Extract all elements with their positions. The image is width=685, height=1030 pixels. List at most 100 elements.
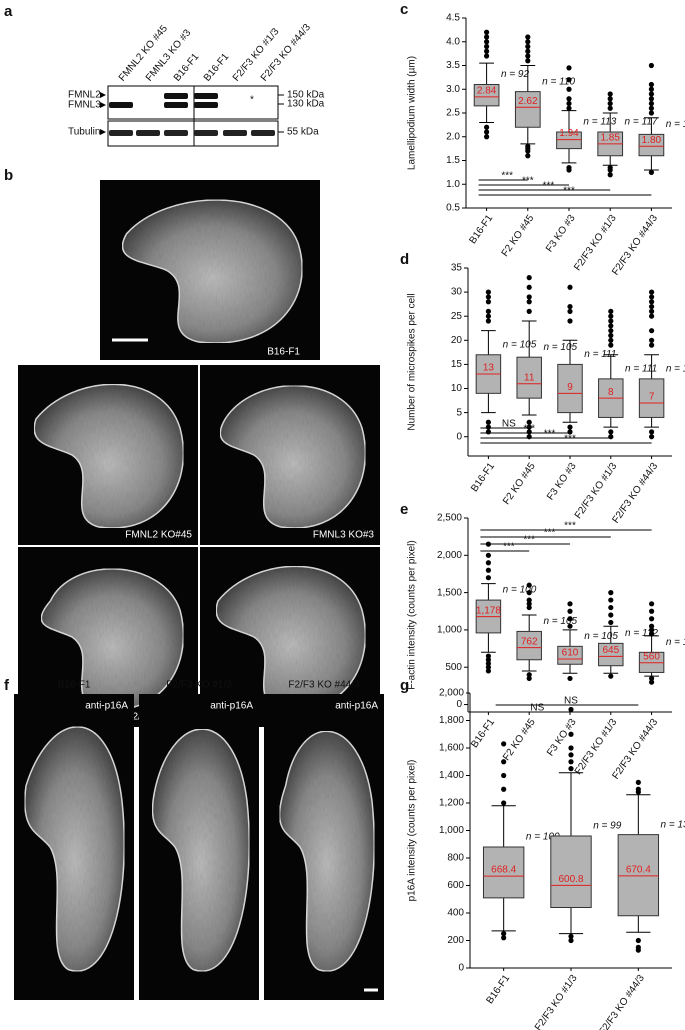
whisker-high [603,354,619,379]
outlier [635,937,641,944]
outlier [568,706,574,713]
n-label: n = 117 [625,117,658,128]
x-tick-label: F2 KO #45 [501,461,538,507]
outlier [648,110,655,116]
box [514,91,541,128]
y-tick-label: 20 [451,335,463,346]
band-label: FMNL2 [68,90,101,101]
box [473,84,500,107]
band [164,93,188,99]
outlier [649,303,655,310]
whisker-high [491,805,516,847]
y-tick-label: 600 [447,880,464,891]
outlier [567,308,573,314]
whisker-high [643,117,659,135]
whisker-low [603,417,619,428]
whisker-high [562,339,578,365]
median-label: 1.85 [600,133,620,144]
median-label: 2.62 [518,96,538,107]
median-label: 610 [562,648,579,659]
outlier [649,631,655,637]
outlier [526,275,532,281]
arrowhead [100,129,106,135]
y-tick-label: 1,000 [439,825,464,836]
y-tick-label: 1,200 [439,798,464,809]
median-label: 600.8 [558,874,583,885]
x-tick-label: F2/F3 KO #1/3 [572,213,619,273]
whisker-high [521,320,537,358]
band [109,130,133,136]
outlier [608,590,614,596]
significance-label: *** [523,424,535,435]
outlier [648,169,655,175]
outlier [649,608,655,614]
y-tick-label: 1.0 [446,179,460,190]
whisker-low [521,398,537,416]
outlier [525,43,531,50]
y-axis-label: F-actin intensity (counts per pixel) [407,540,418,690]
whisker-low [562,412,578,423]
median-label: 645 [602,645,619,656]
median-label: 11 [524,372,535,383]
outlier [568,937,574,944]
y-tick-label: 200 [447,935,464,946]
outlier [484,43,490,50]
significance-label: *** [522,176,534,187]
outlier [607,172,613,178]
outlier [484,124,490,130]
outlier [484,29,490,35]
outlier [608,612,614,618]
outlier [526,590,532,596]
outlier [525,48,531,54]
box [482,846,525,899]
y-tick-label: 0 [456,431,462,442]
median-label: 560 [643,651,660,662]
panel-label: b [4,167,13,184]
significance-label: NS [530,703,544,714]
x-tick-label: B16-F1 [469,461,497,495]
outlier [566,77,572,83]
outlier [525,58,531,64]
image-caption: FMNL2 KO#45 [125,530,192,541]
outlier [607,91,613,97]
x-tick-label: F2/F3 KO #44/3 [610,213,660,278]
box [617,834,660,917]
stain-label: anti-p16A [335,701,378,712]
significance-label: NS [564,696,578,707]
outlier [526,601,532,607]
outlier [648,100,655,107]
outlier [568,766,574,772]
outlier [649,429,655,435]
outlier [526,672,532,678]
n-label: n = 111 [584,349,616,360]
outlier [649,434,655,440]
significance-label: *** [564,434,576,445]
y-tick-label: 0 [458,963,464,974]
whisker-high [520,65,536,92]
outlier [485,318,491,324]
band-label: Tubulin [68,127,100,138]
outlier [485,567,491,573]
outlier [484,34,490,40]
outlier [501,800,507,806]
outlier [525,39,531,45]
outlier [635,786,641,792]
whisker-low [626,915,651,933]
outlier [567,675,573,682]
outlier [608,673,614,679]
box [557,363,583,414]
y-tick-label: 1,400 [439,770,464,781]
whisker-high [481,583,496,601]
y-tick-label: 4.5 [446,13,460,24]
y-tick-label: 800 [447,853,464,864]
panel-label: g [400,677,409,694]
box [550,835,592,908]
outlier [501,786,507,792]
outlier [567,608,573,614]
asterisk: * [250,95,254,106]
n-label: n = 100 [526,832,560,843]
outlier [526,597,532,603]
outlier [649,675,655,682]
outlier [608,308,614,314]
